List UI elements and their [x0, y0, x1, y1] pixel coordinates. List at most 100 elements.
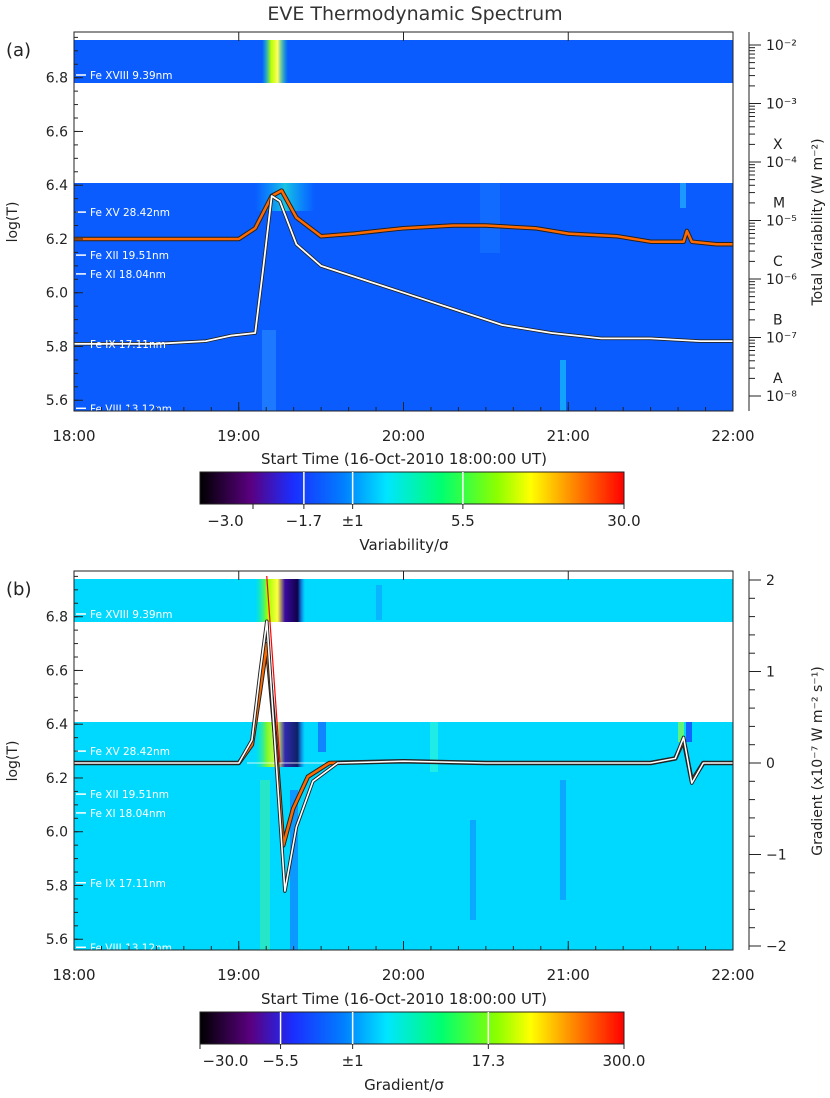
x-tick-label: 21:00 [547, 966, 590, 984]
y-tick-label: 6.0 [46, 286, 68, 302]
spectral-line-label: Fe XII 19.51nm [90, 789, 169, 801]
red-marker-line [266, 575, 281, 764]
heatmap-a [74, 40, 733, 411]
spectral-line-label: Fe VIII 13.12nm [90, 403, 172, 415]
gradient-envelope-curve [74, 620, 733, 892]
curves-a [74, 188, 733, 346]
spectral-line-label: Fe XVIII 9.39nm [90, 609, 173, 621]
colorbar-tick-label: −30.0 [202, 1052, 248, 1070]
y2-tick-label: 10⁻³ [766, 97, 797, 113]
spectral-line-label: Fe XII 19.51nm [90, 250, 169, 262]
x-axis-label-b: Start Time (16-Oct-2010 18:00:00 UT) [261, 990, 547, 1008]
heatmap-b-lower-band [74, 722, 733, 950]
colorbar-a-ramp [199, 471, 625, 505]
heatmap-b-streak [430, 722, 438, 772]
flare-class-label: C [773, 254, 783, 270]
heatmap-a-streak [560, 360, 566, 411]
y2-tick-label: 10⁻² [766, 38, 797, 54]
y2-tick-label: 10⁻⁸ [766, 389, 797, 405]
heatmap-a-flare-hot [262, 40, 288, 83]
y2-axis-label-b: Gradient (x10⁻⁷ W m⁻² s⁻¹) [810, 666, 826, 856]
heatmap-a-streak [480, 183, 500, 253]
x-tick-label: 18:00 [52, 966, 95, 984]
x-tick-label: 20:00 [382, 966, 425, 984]
y-axis-label-a: log(T) [5, 202, 21, 243]
x-axis-b: 18:00 19:00 20:00 21:00 22:00 [52, 571, 755, 984]
colorbar-tick-label: ±1 [342, 1052, 364, 1070]
y-tick-label: 5.8 [46, 878, 68, 894]
spectral-line-label: Fe XVI 33.54nm [90, 711, 173, 723]
y-tick-label: 6.2 [46, 232, 68, 248]
y-tick-label: 6.4 [46, 717, 68, 733]
y-axis-label-b: log(T) [5, 741, 21, 782]
y2-tick-label: −1 [766, 848, 787, 864]
y2-tick-label: −2 [766, 939, 787, 955]
colorbar-tick-label: −1.7 [286, 512, 322, 530]
figure-title: EVE Thermodynamic Spectrum [267, 3, 562, 25]
panel-b-label: (b) [6, 579, 31, 600]
heatmap-a-upper-band [74, 40, 733, 83]
spectral-line-label: Fe XX 13.28nm [90, 30, 170, 42]
y2-tick-label: 2 [766, 573, 775, 589]
heatmap-b-upper-band [74, 579, 733, 622]
heatmap-b-streak [290, 790, 298, 950]
heatmap-b-streak [318, 722, 326, 752]
y-tick-label: 6.2 [46, 771, 68, 787]
colorbar-tick-label: 5.5 [451, 512, 475, 530]
spectral-line-label: Fe XV 28.42nm [90, 207, 170, 219]
panel-a: (a) Fe XX 13.28nm Fe XVIII 9.39nm Fe XVI 3… [5, 30, 826, 554]
y-tick-label: 5.8 [46, 339, 68, 355]
spectral-line-label: Fe XI 18.04nm [90, 269, 166, 281]
x-tick-label: 19:00 [217, 966, 260, 984]
irradiance-curve [74, 195, 733, 345]
flare-class-label: B [773, 313, 783, 329]
y-tick-label: 6.8 [46, 610, 68, 626]
heatmap-b-streak [686, 722, 692, 742]
y2-axis-a: 10⁻² 10⁻³ 10⁻⁴ 10⁻⁵ 10⁻⁶ 10⁻⁷ 10⁻⁸ X M C B A [748, 32, 797, 411]
y2-tick-label: 10⁻⁶ [766, 272, 797, 288]
spectral-line-label: Fe XV 28.42nm [90, 746, 170, 758]
heatmap-a-lower-band [74, 183, 733, 411]
y2-tick-label: 10⁻⁵ [766, 214, 797, 230]
heatmap-b-streak [260, 780, 270, 950]
y-axis-b: 5.6 5.8 6.0 6.2 6.4 6.6 6.8 [46, 575, 83, 948]
x-axis-a: 18:00 19:00 20:00 21:00 22:00 [52, 32, 755, 445]
spectral-line-label: Fe XI 18.04nm [90, 808, 166, 820]
x-tick-label: 19:00 [217, 427, 260, 445]
total-variability-curve [74, 189, 733, 246]
spectral-line-label: Fe XVIII 9.39nm [90, 70, 173, 82]
y2-tick-label: 1 [766, 665, 775, 681]
x-tick-label: 21:00 [547, 427, 590, 445]
colorbar-b-label: Gradient/σ [364, 1076, 444, 1094]
heatmap-b-streak [560, 780, 566, 900]
y2-tick-label: 10⁻⁴ [766, 155, 797, 171]
y-tick-label: 6.4 [46, 178, 68, 194]
line-labels-b: Fe XX 13.28nm Fe XVIII 9.39nm Fe XVI 33.54… [76, 569, 173, 954]
y-tick-label: 6.6 [46, 663, 68, 679]
heatmap-b-streak [678, 722, 684, 742]
colorbar-tick-label: 300.0 [603, 1052, 646, 1070]
flare-class-label: A [773, 371, 783, 387]
heatmap-a-streak [262, 330, 276, 411]
y-tick-label: 6.0 [46, 825, 68, 841]
x-tick-label: 22:00 [711, 427, 754, 445]
y2-tick-label: 10⁻⁷ [766, 331, 797, 347]
spectral-line-label: Fe VIII 13.12nm [90, 942, 172, 954]
y2-axis-b: 2 1 0 −1 −2 [748, 571, 787, 955]
spectral-line-label: Fe IX 17.11nm [90, 878, 166, 890]
y-tick-label: 6.6 [46, 124, 68, 140]
y-tick-label: 5.6 [46, 932, 68, 948]
colorbar-tick-label: ±1 [342, 512, 364, 530]
colorbar-a: −3.0 −1.7 ±1 5.5 30.0 Variability/σ [199, 471, 641, 554]
colorbar-tick-label: 17.3 [472, 1052, 505, 1070]
x-axis-label-a: Start Time (16-Oct-2010 18:00:00 UT) [261, 450, 547, 468]
colorbar-b-ticks: −30.0 −5.5 ±1 17.3 300.0 [199, 1012, 646, 1070]
y-tick-label: 6.8 [46, 71, 68, 87]
x-tick-label: 22:00 [711, 966, 754, 984]
curves-b [74, 619, 733, 893]
spectral-line-label: Fe XX 13.28nm [90, 569, 170, 581]
heatmap-a-streak [680, 183, 686, 208]
y-tick-label: 5.6 [46, 393, 68, 409]
spectral-line-label: Fe IX 17.11nm [90, 339, 166, 351]
